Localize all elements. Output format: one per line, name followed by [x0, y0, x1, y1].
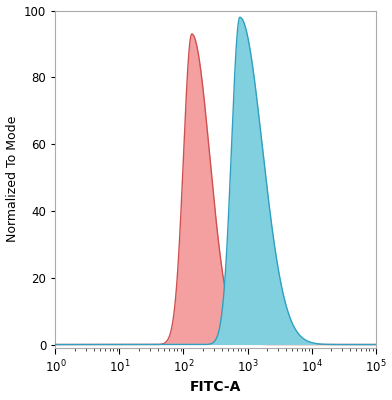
X-axis label: FITC-A: FITC-A — [190, 380, 241, 394]
Y-axis label: Normalized To Mode: Normalized To Mode — [5, 116, 18, 242]
